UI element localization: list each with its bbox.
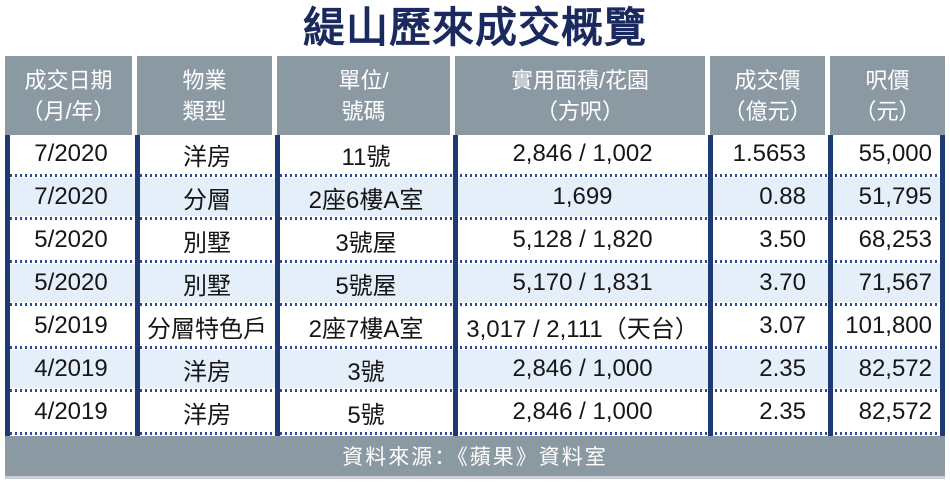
- header-line: 物業: [182, 67, 227, 93]
- row-separator: [5, 173, 945, 178]
- cell-type: 別墅: [183, 229, 231, 257]
- header-line: 號碼: [341, 98, 386, 124]
- column-divider: [708, 135, 713, 436]
- row-separator: [5, 345, 945, 350]
- column-divider: [828, 135, 833, 436]
- cell-area: 2,846 / 1,000: [512, 398, 653, 425]
- table-row: 5/2020 別墅 5號屋 5,170 / 1,831 3.70 71,567: [5, 264, 945, 302]
- cell-price: 3.07: [759, 312, 806, 339]
- header-line: （億元）: [723, 98, 812, 124]
- row-separator: [5, 302, 945, 307]
- table-row: 7/2020 洋房 11號 2,846 / 1,002 1.5653 55,00…: [5, 135, 945, 173]
- cell-psf: 101,800: [845, 312, 932, 339]
- cell-price: 2.35: [759, 398, 806, 425]
- cell-unit: 3號: [347, 358, 385, 386]
- column-header-psf: 呎價 （元）: [830, 55, 945, 135]
- cell-type: 分層特色戶: [147, 315, 267, 343]
- header-line: （月/年）: [21, 98, 116, 124]
- cell-psf: 71,567: [858, 269, 932, 296]
- cell-price: 3.50: [759, 226, 806, 253]
- transactions-table: 成交日期 （月/年） 物業 類型 單位/ 號碼 實用面積/花園 （方呎） 成交價…: [5, 55, 945, 476]
- table-row: 4/2019 洋房 3號 2,846 / 1,000 2.35 82,572: [5, 350, 945, 388]
- cell-area: 2,846 / 1,000: [512, 355, 653, 382]
- cell-date: 5/2020: [34, 226, 108, 253]
- header-line: 成交日期: [24, 67, 113, 93]
- table-body: 7/2020 洋房 11號 2,846 / 1,002 1.5653 55,00…: [5, 135, 945, 436]
- column-divider: [5, 135, 10, 436]
- table-header-row: 成交日期 （月/年） 物業 類型 單位/ 號碼 實用面積/花園 （方呎） 成交價…: [5, 55, 945, 135]
- source-row: 資料來源：《蘋果》資料室: [5, 436, 945, 476]
- row-separator: [5, 216, 945, 221]
- table-row: 5/2020 別墅 3號屋 5,128 / 1,820 3.50 68,253: [5, 221, 945, 259]
- table-row: 5/2019 分層特色戶 2座7樓A室 3,017 / 2,111（天台） 3.…: [5, 307, 945, 345]
- table-row: 7/2020 分層 2座6樓A室 1,699 0.88 51,795: [5, 178, 945, 216]
- column-divider: [940, 135, 945, 436]
- cell-price: 0.88: [759, 183, 806, 210]
- row-separator: [5, 388, 945, 393]
- row-separator: [5, 259, 945, 264]
- page-title: 緹山歷來成交概覽: [302, 4, 647, 51]
- cell-price: 1.5653: [732, 140, 806, 167]
- cell-type: 分層: [183, 186, 231, 214]
- bottom-edge: [5, 476, 945, 479]
- cell-area: 3,017 / 2,111（天台）: [466, 315, 699, 343]
- column-header-type: 物業 類型: [137, 55, 277, 135]
- column-header-date: 成交日期 （月/年）: [5, 55, 137, 135]
- cell-type: 洋房: [183, 401, 231, 429]
- header-line: 類型: [182, 98, 227, 124]
- row-separator: [5, 431, 945, 436]
- cell-date: 7/2020: [34, 183, 108, 210]
- cell-unit: 11號: [341, 143, 391, 171]
- cell-date: 5/2019: [34, 312, 108, 339]
- column-divider: [453, 135, 458, 436]
- cell-price: 3.70: [759, 269, 806, 296]
- cell-date: 7/2020: [34, 140, 108, 167]
- column-header-unit: 單位/ 號碼: [277, 55, 455, 135]
- cell-unit: 2座7樓A室: [308, 315, 424, 343]
- column-header-price: 成交價 （億元）: [710, 55, 830, 135]
- column-divider: [135, 135, 140, 436]
- column-divider: [275, 135, 280, 436]
- cell-area: 2,846 / 1,002: [512, 140, 653, 167]
- cell-type: 洋房: [183, 358, 231, 386]
- cell-area: 5,170 / 1,831: [512, 269, 653, 296]
- cell-price: 2.35: [759, 355, 806, 382]
- cell-psf: 68,253: [858, 226, 932, 253]
- cell-type: 別墅: [183, 272, 231, 300]
- cell-psf: 82,572: [858, 355, 932, 382]
- cell-date: 5/2020: [34, 269, 108, 296]
- cell-unit: 5號屋: [335, 272, 397, 300]
- column-header-area: 實用面積/花園 （方呎）: [455, 55, 710, 135]
- header-line: 呎價: [865, 67, 910, 93]
- cell-psf: 55,000: [858, 140, 932, 167]
- cell-date: 4/2019: [34, 355, 108, 382]
- table-row: 4/2019 洋房 5號 2,846 / 1,000 2.35 82,572: [5, 393, 945, 431]
- header-line: 成交價: [734, 67, 801, 93]
- cell-unit: 3號屋: [335, 229, 397, 257]
- header-line: （方呎）: [535, 98, 624, 124]
- cell-unit: 2座6樓A室: [308, 186, 424, 214]
- cell-area: 5,128 / 1,820: [512, 226, 653, 253]
- source-text: 資料來源：《蘋果》資料室: [342, 446, 608, 469]
- cell-psf: 51,795: [858, 183, 932, 210]
- cell-type: 洋房: [183, 143, 231, 171]
- header-line: 實用面積/花園: [510, 67, 650, 93]
- cell-unit: 5號: [347, 401, 385, 429]
- header-line: 單位/: [338, 67, 389, 93]
- cell-date: 4/2019: [34, 398, 108, 425]
- header-line: （元）: [854, 98, 921, 124]
- cell-psf: 82,572: [858, 398, 932, 425]
- cell-area: 1,699: [552, 183, 613, 210]
